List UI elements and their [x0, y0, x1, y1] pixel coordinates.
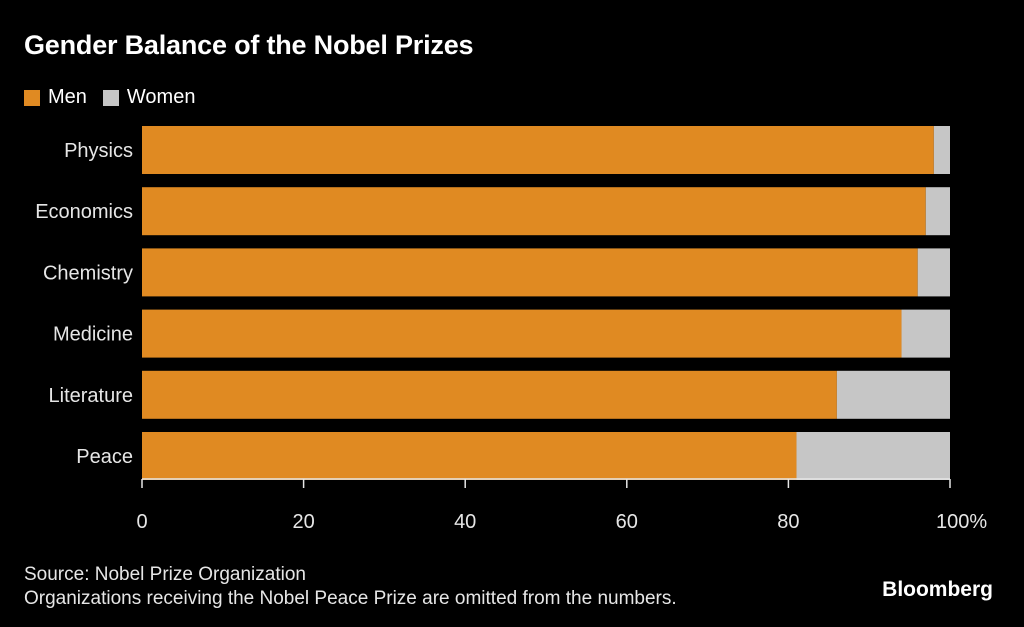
bloomberg-logo: Bloomberg [882, 578, 993, 601]
legend-label-men: Men [48, 86, 87, 108]
legend-label-women: Women [126, 86, 196, 108]
chart-title: Gender Balance of the Nobel Prizes [24, 30, 474, 60]
category-label-physics: Physics [64, 140, 133, 162]
bar-medicine-men [142, 309, 902, 358]
x-tick-label-20: 20 [292, 511, 314, 533]
category-label-chemistry: Chemistry [43, 262, 133, 284]
bar-physics-men [142, 126, 934, 174]
category-label-peace: Peace [76, 446, 133, 468]
bar-economics-women [925, 187, 950, 236]
category-label-literature: Literature [49, 385, 134, 407]
chart-footer: Source: Nobel Prize Organization Organiz… [24, 563, 677, 611]
legend-item-women: Women [102, 86, 196, 109]
bar-chemistry-men [142, 248, 918, 297]
x-tick-label-100: 100% [936, 511, 987, 533]
bar-peace-men [142, 432, 797, 480]
category-label-medicine: Medicine [53, 324, 133, 346]
x-tick-label-40: 40 [454, 511, 476, 533]
x-tick-label-80: 80 [777, 511, 799, 533]
bar-literature-women [836, 370, 950, 419]
bar-physics-women [933, 126, 950, 174]
legend-item-men: Men [24, 86, 87, 109]
bar-chemistry-women [917, 248, 950, 297]
category-label-economics: Economics [35, 201, 133, 223]
bar-peace-women [796, 432, 950, 480]
legend-swatch-women [102, 89, 119, 106]
legend-swatch-men [24, 89, 40, 106]
chart-legend: Men Women [24, 86, 201, 109]
source-note: Source: Nobel Prize Organization [24, 564, 306, 585]
bar-literature-men [142, 370, 837, 419]
bar-medicine-women [901, 309, 950, 358]
x-tick-label-0: 0 [136, 511, 147, 533]
footnote: Organizations receiving the Nobel Peace … [24, 588, 677, 609]
bar-economics-men [142, 187, 926, 236]
x-tick-label-60: 60 [616, 511, 638, 533]
